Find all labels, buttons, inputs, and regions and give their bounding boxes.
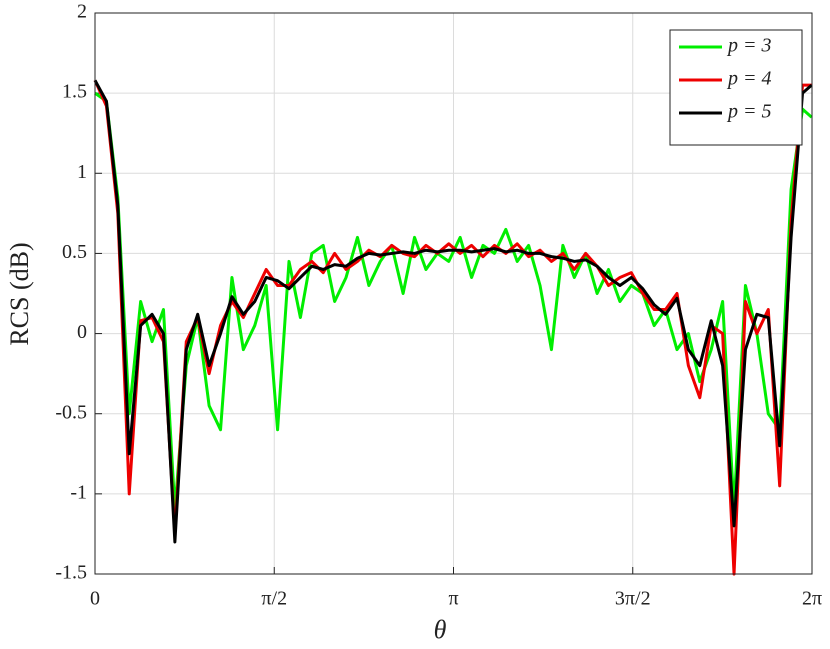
y-tick-label: 2 (77, 1, 87, 23)
y-axis-label: RCS (dB) (5, 242, 34, 345)
legend-label: p = 4 (726, 68, 772, 90)
legend-label: p = 3 (726, 35, 772, 57)
y-tick-label: -0.5 (55, 401, 87, 423)
y-tick-label: 0.5 (62, 241, 87, 263)
series-line (93, 79, 813, 544)
x-tick-label: 3π/2 (615, 588, 651, 610)
y-tick-label: 0 (77, 321, 87, 343)
y-tick-label: 1.5 (62, 81, 87, 103)
lines (93, 79, 813, 576)
y-tick-label: -1.5 (55, 562, 87, 584)
legend-label: p = 5 (726, 101, 772, 123)
x-tick-label: π (448, 588, 458, 610)
x-tick-label: 2π (802, 588, 822, 610)
y-tick-label: 1 (77, 161, 87, 183)
axes-box (94, 12, 813, 575)
x-axis-label: θ (434, 615, 447, 644)
x-tick-label: 0 (90, 588, 100, 610)
x-tick-label: π/2 (261, 588, 287, 610)
legend-box (669, 29, 803, 146)
legend: p = 3 p = 4 p = 5 (669, 29, 803, 146)
y-tick-label: -1 (70, 481, 87, 503)
